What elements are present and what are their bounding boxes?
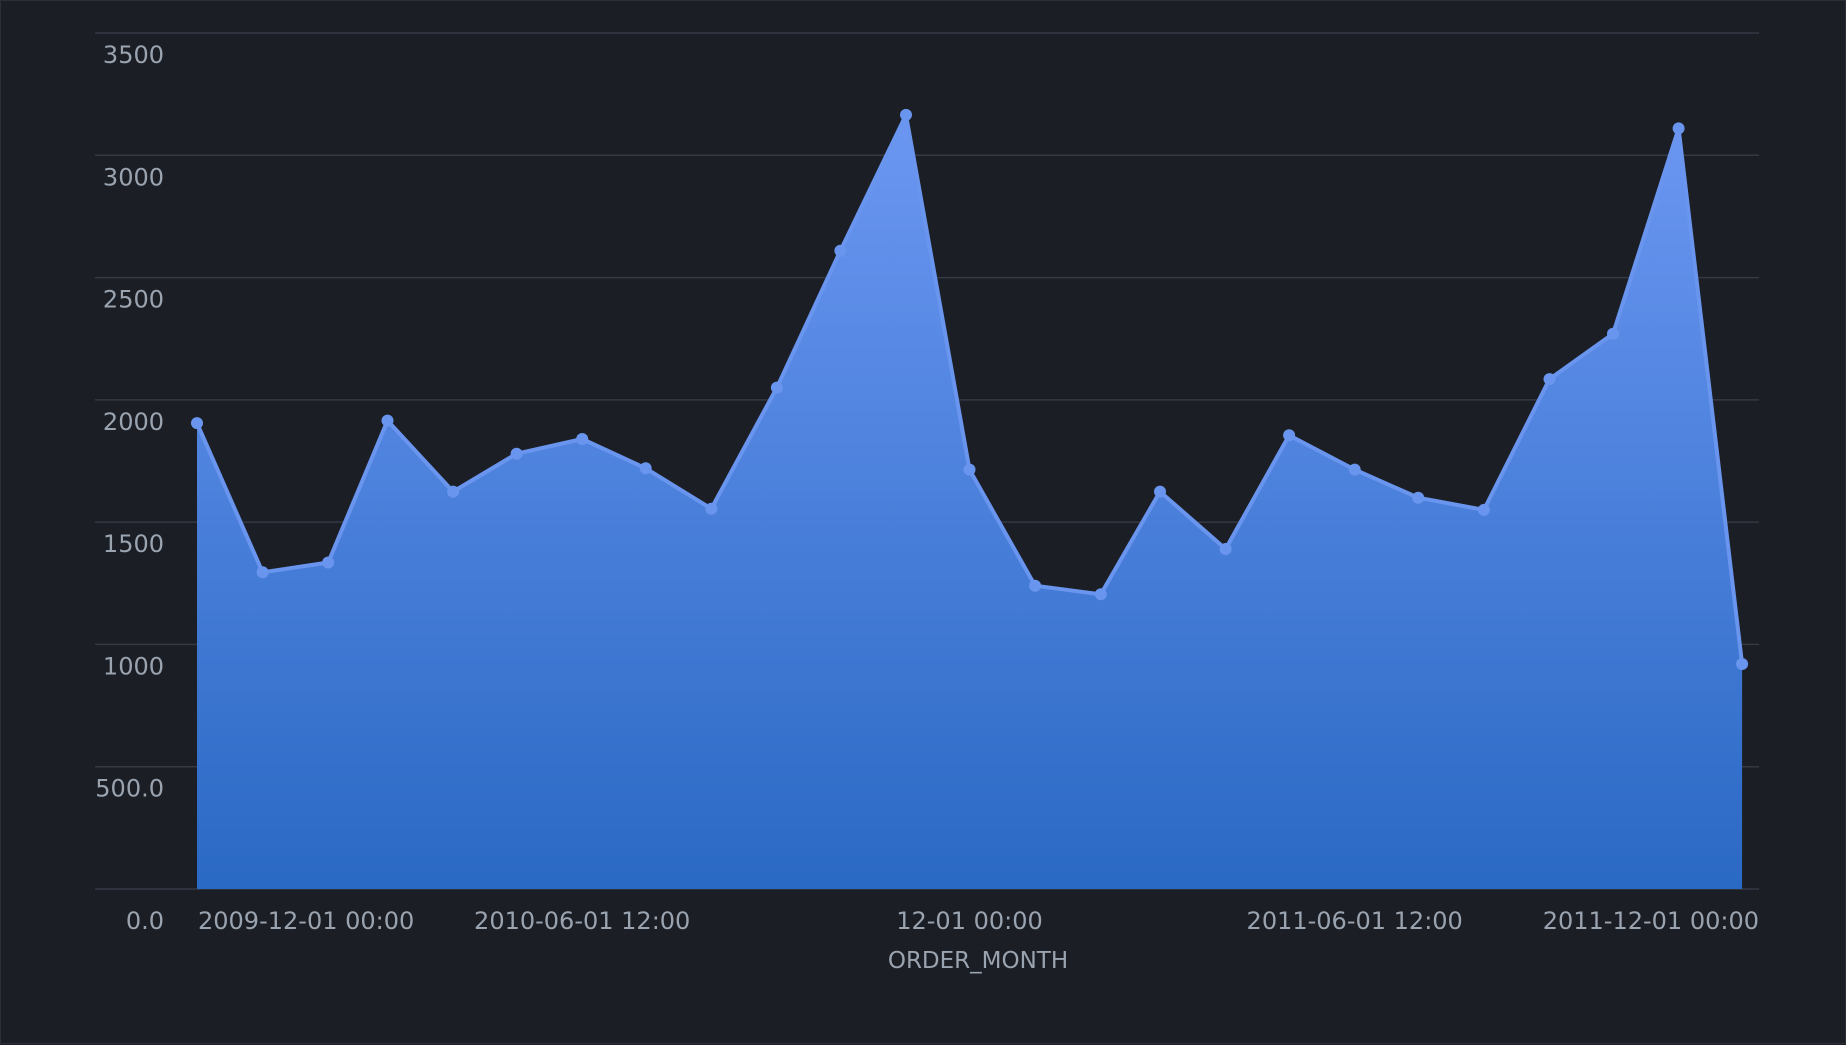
data-point[interactable] xyxy=(1477,503,1490,516)
data-point[interactable] xyxy=(1672,122,1685,135)
data-point[interactable] xyxy=(576,433,589,445)
data-point[interactable] xyxy=(322,556,335,569)
data-point[interactable] xyxy=(770,381,783,394)
data-point[interactable] xyxy=(1607,327,1619,340)
x-tick-label: 12-01 00:00 xyxy=(896,907,1043,935)
data-point[interactable] xyxy=(900,108,912,121)
data-point[interactable] xyxy=(447,485,460,498)
y-axis-ticks: 0.0 500.0 1000 1500 2000 2500 3000 3500 xyxy=(95,41,164,935)
data-point[interactable] xyxy=(705,502,718,515)
data-point[interactable] xyxy=(1154,485,1166,498)
x-tick-label: 2011-12-01 00:00 xyxy=(1543,907,1759,935)
data-point[interactable] xyxy=(1543,373,1556,386)
y-tick-label: 3500 xyxy=(103,41,164,69)
data-point[interactable] xyxy=(1283,429,1296,442)
y-tick-label: 3000 xyxy=(103,163,164,191)
y-tick-label: 1000 xyxy=(103,652,164,680)
data-point[interactable] xyxy=(256,566,269,579)
data-points xyxy=(191,108,1749,670)
data-point[interactable] xyxy=(1736,658,1749,670)
y-tick-label: 2000 xyxy=(103,408,164,436)
area-series xyxy=(195,112,1745,889)
data-point[interactable] xyxy=(1412,491,1425,504)
data-point[interactable] xyxy=(963,463,976,476)
data-point[interactable] xyxy=(1094,588,1107,601)
y-tick-label: 1500 xyxy=(103,530,164,558)
y-tick-label: 0.0 xyxy=(126,907,164,935)
x-tick-label: 2011-06-01 12:00 xyxy=(1247,907,1463,935)
area-fill xyxy=(197,114,1743,889)
x-tick-label: 2010-06-01 12:00 xyxy=(474,907,690,935)
data-point[interactable] xyxy=(1219,543,1232,555)
x-axis-ticks: 2009-12-01 00:00 2010-06-01 12:00 12-01 00… xyxy=(198,907,1759,935)
data-point[interactable] xyxy=(1029,579,1042,592)
data-point[interactable] xyxy=(639,462,652,475)
y-tick-label: 500.0 xyxy=(95,775,164,803)
data-point[interactable] xyxy=(510,447,523,460)
data-point[interactable] xyxy=(834,244,847,257)
data-point[interactable] xyxy=(381,414,394,427)
data-point[interactable] xyxy=(1348,463,1361,476)
data-point[interactable] xyxy=(191,417,203,430)
y-tick-label: 2500 xyxy=(103,286,164,314)
x-axis-title: ORDER_MONTH xyxy=(888,948,1068,974)
x-tick-label: 2009-12-01 00:00 xyxy=(198,907,414,935)
